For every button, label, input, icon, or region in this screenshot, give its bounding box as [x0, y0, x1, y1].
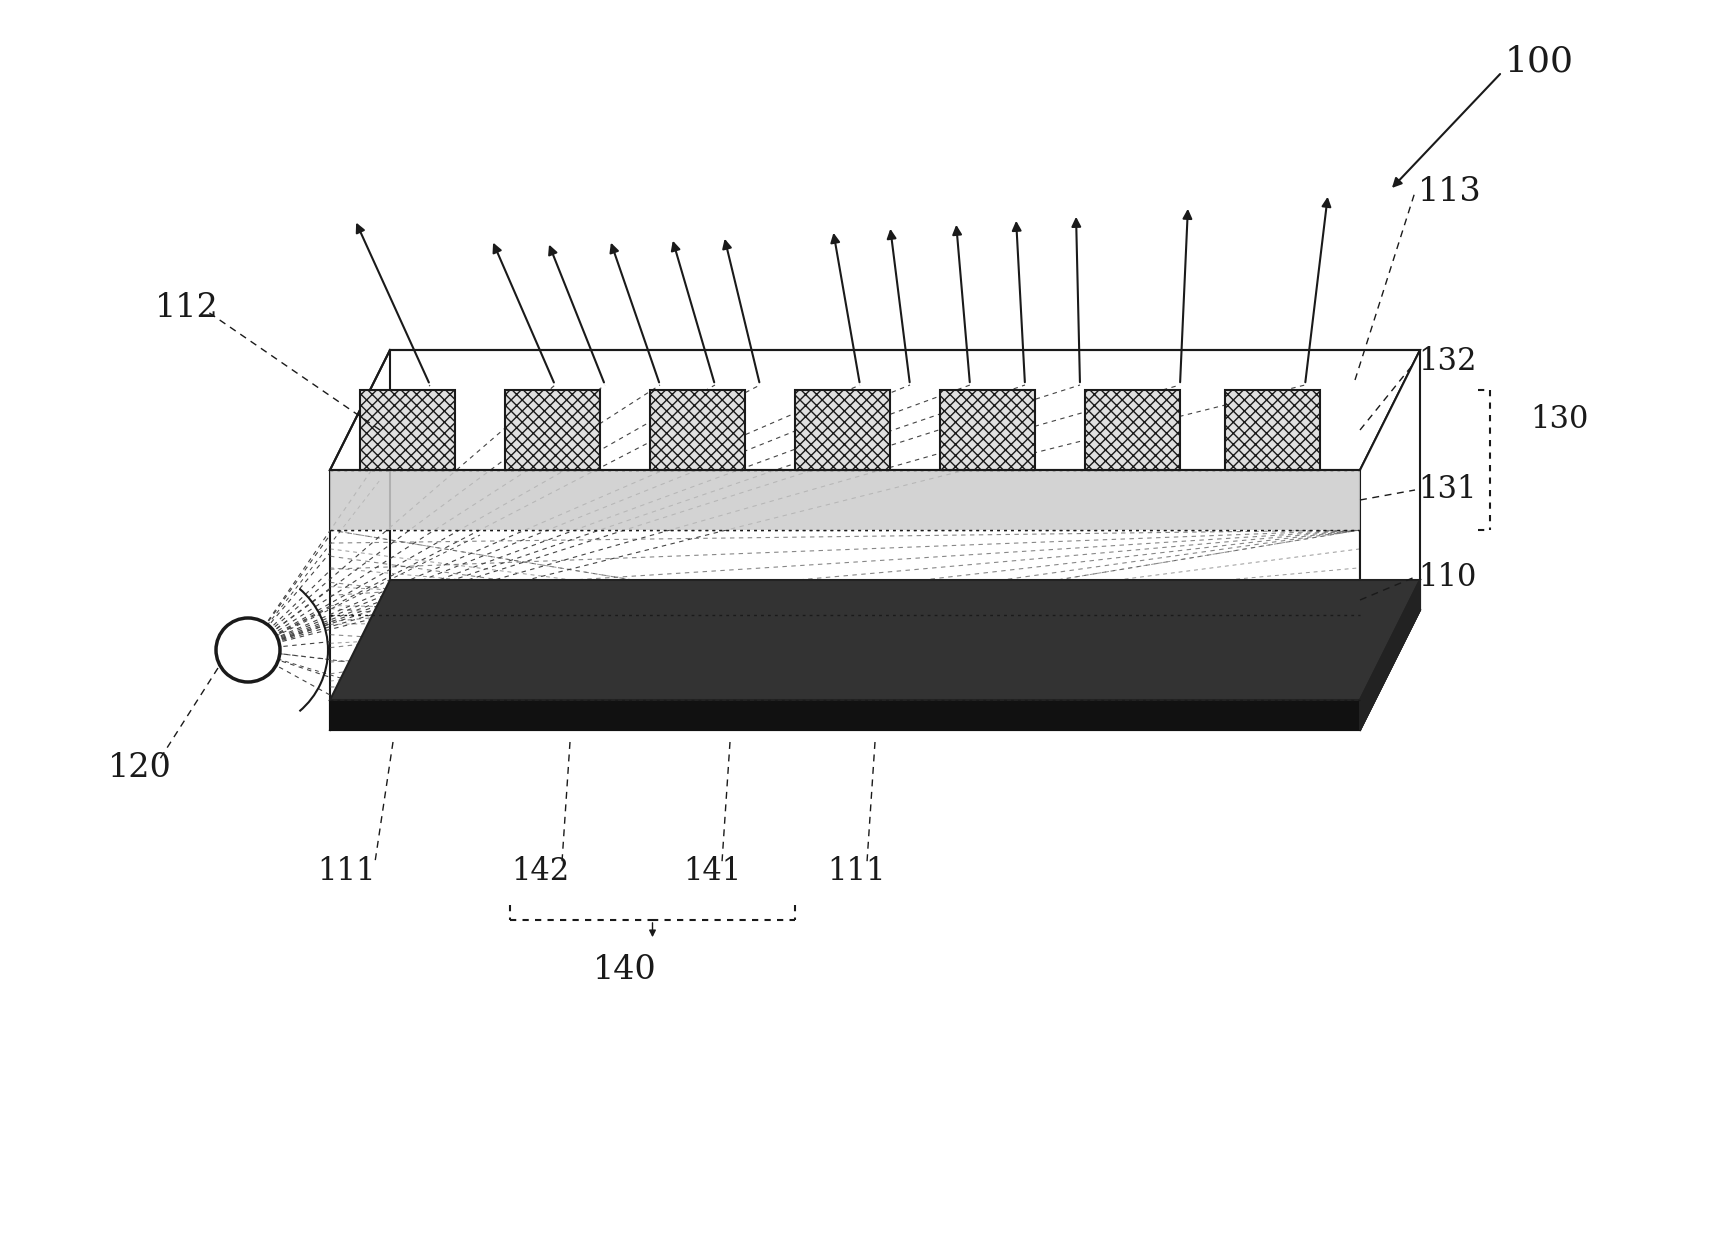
Text: 142: 142	[510, 856, 569, 887]
Polygon shape	[1360, 350, 1419, 730]
Text: 113: 113	[1417, 176, 1481, 208]
Text: 140: 140	[593, 954, 656, 986]
Polygon shape	[330, 470, 1360, 730]
Text: 111: 111	[318, 856, 375, 887]
Text: 110: 110	[1417, 562, 1476, 593]
Text: 130: 130	[1529, 404, 1588, 435]
Text: 120: 120	[107, 752, 171, 784]
Polygon shape	[650, 390, 744, 470]
Polygon shape	[1360, 580, 1419, 730]
Circle shape	[216, 618, 280, 682]
Polygon shape	[1225, 390, 1320, 470]
Text: 141: 141	[682, 856, 740, 887]
Polygon shape	[794, 390, 889, 470]
Polygon shape	[330, 470, 1360, 529]
Polygon shape	[939, 390, 1035, 470]
Text: 131: 131	[1417, 475, 1476, 506]
Polygon shape	[505, 390, 600, 470]
Polygon shape	[330, 580, 1419, 700]
Text: 100: 100	[1503, 45, 1573, 79]
Polygon shape	[330, 700, 1360, 730]
Polygon shape	[330, 350, 1419, 470]
Polygon shape	[1085, 390, 1180, 470]
Text: 111: 111	[827, 856, 886, 887]
Text: 132: 132	[1417, 346, 1476, 377]
Text: 112: 112	[156, 292, 218, 324]
Polygon shape	[360, 390, 455, 470]
